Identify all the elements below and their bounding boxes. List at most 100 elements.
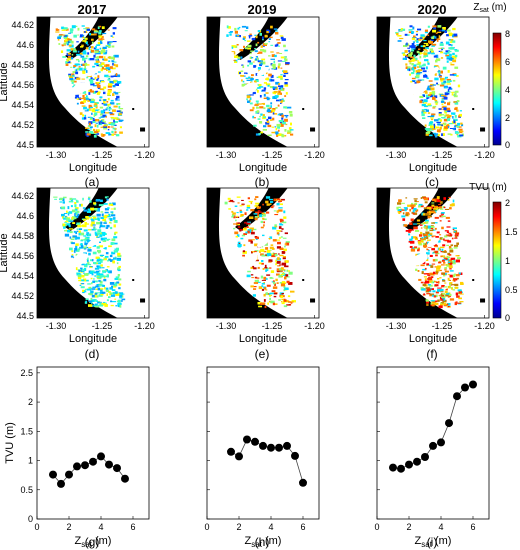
map-pixel: [287, 295, 291, 298]
map-pixel: [93, 73, 97, 75]
map-pixel: [79, 54, 82, 56]
map-pixel: [438, 30, 443, 32]
map-pixel: [266, 249, 271, 253]
map-pixel: [112, 32, 115, 35]
panel-label-d: (d): [85, 347, 100, 361]
map-pixel: [279, 264, 282, 266]
map-pixel: [89, 301, 92, 303]
map-pixel: [281, 121, 286, 125]
map-pixel: [110, 294, 116, 297]
map-pixel: [414, 199, 417, 202]
map-pixel: [234, 55, 239, 58]
map-pixel: [257, 41, 260, 44]
map-pixel: [253, 267, 257, 270]
map-pixel: [111, 133, 114, 136]
map-pixel: [258, 286, 263, 290]
map-pixel: [424, 201, 428, 204]
map-pixel: [424, 29, 428, 33]
map-pixel: [107, 56, 112, 59]
map-pixel: [98, 109, 100, 111]
map-pixel: [231, 213, 235, 217]
map-pixel: [258, 305, 262, 308]
map-pixel: [446, 123, 449, 126]
data-point: [227, 447, 235, 456]
map-pixel: [452, 113, 456, 115]
map-pixel: [273, 281, 276, 285]
map-pixel: [114, 277, 119, 280]
map-xlabel: Longitude: [69, 162, 117, 174]
map-pixel: [411, 43, 415, 46]
map-pixel: [101, 102, 104, 105]
map-pixel: [103, 99, 107, 102]
map-pixel: [244, 39, 247, 42]
map-pixel: [428, 276, 431, 278]
map-pixel: [78, 97, 82, 100]
map-pixel: [106, 106, 109, 109]
map-pixel: [240, 75, 244, 77]
map-pixel: [277, 241, 281, 245]
data-point: [251, 437, 259, 446]
map-xtick-label: -1.25: [92, 321, 113, 331]
map-pixel: [61, 45, 64, 47]
map-pixel: [286, 269, 289, 272]
map-pixel: [450, 47, 454, 50]
map-pixel: [427, 52, 431, 55]
map-pixel: [274, 54, 277, 58]
map-pixel: [433, 295, 437, 298]
map-pixel: [279, 124, 284, 127]
map-pixel: [288, 111, 293, 114]
map-pixel: [81, 25, 85, 27]
map-pixel: [245, 231, 248, 234]
map-pixel: [427, 103, 432, 106]
map-pixel: [437, 299, 440, 302]
map-pixel: [281, 88, 285, 91]
map-pixel: [90, 290, 94, 294]
map-pixel: [61, 29, 66, 31]
map-pixel: [272, 108, 276, 111]
map-pixel: [93, 202, 97, 205]
map-pixel: [447, 220, 451, 222]
map-xtick-label: -1.20: [134, 150, 155, 160]
map-pixel: [423, 99, 428, 103]
map-panels: -1.30 -1.25 -1.20Longitude44.6244.644.5844…: [0, 16, 495, 345]
map-pixel: [113, 220, 116, 223]
map-pixel: [67, 52, 71, 55]
map-pixel: [112, 292, 116, 295]
map-pixel: [287, 270, 290, 272]
map-pixel: [265, 83, 271, 86]
map-pixel: [115, 134, 120, 137]
map-pixel: [78, 60, 80, 63]
map-pixel: [428, 80, 433, 82]
map-pixel: [449, 287, 453, 289]
map-pixel: [286, 304, 291, 306]
map-pixel: [255, 211, 259, 214]
map-pixel: [94, 218, 98, 220]
map-pixel: [454, 118, 457, 121]
map-pixel: [274, 95, 279, 98]
data-point: [397, 464, 405, 473]
map-pixel: [94, 124, 97, 128]
map-pixel: [428, 95, 433, 98]
map-pixel: [453, 101, 457, 103]
map-pixel: [255, 100, 259, 103]
map-pixel: [232, 201, 235, 203]
map-pixel: [415, 33, 418, 36]
map-pixel: [78, 230, 81, 234]
map-pixel: [458, 113, 462, 117]
map-pixel: [423, 293, 425, 296]
map-pixel: [278, 274, 283, 278]
map-pixel: [420, 99, 424, 101]
map-pixel: [424, 31, 429, 34]
map-pixel: [277, 65, 280, 69]
map-pixel: [432, 132, 437, 134]
map-pixel: [255, 43, 258, 47]
map-pixel: [69, 236, 72, 239]
map-pixel: [93, 228, 97, 230]
map-pixel: [92, 222, 95, 225]
map-pixel: [107, 92, 111, 96]
map-pixel: [118, 287, 121, 290]
map-pixel: [258, 133, 261, 135]
map-frame: [376, 187, 490, 319]
map-pixel: [439, 208, 444, 210]
map-pixel: [408, 233, 411, 236]
